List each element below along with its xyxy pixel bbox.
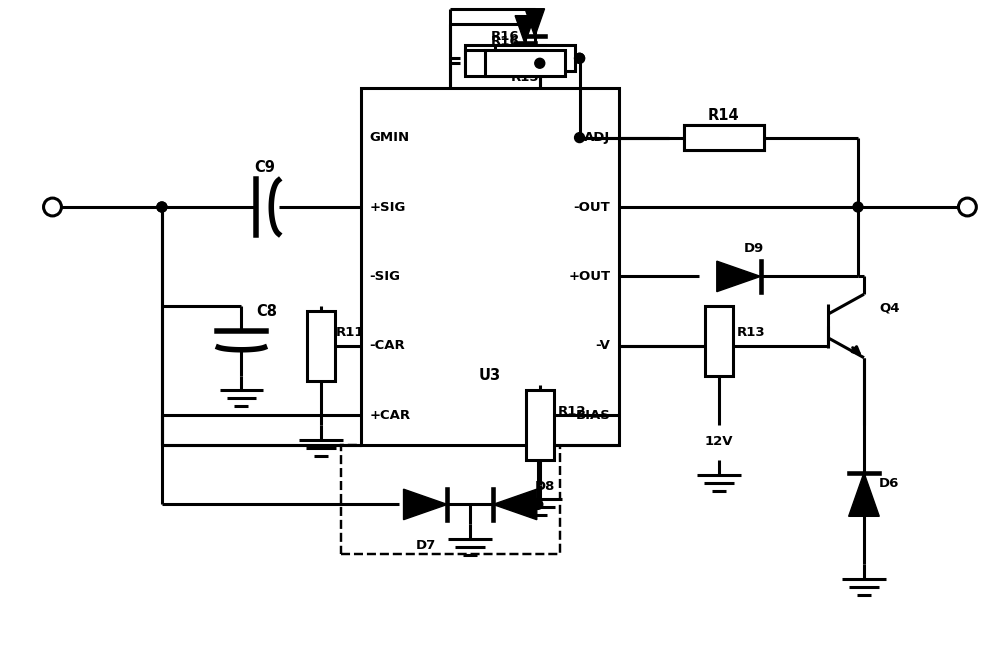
- Bar: [485, 50, 565, 76]
- Bar: [465, 50, 545, 76]
- Bar: [705, 306, 733, 375]
- Text: D6: D6: [879, 477, 899, 490]
- Bar: [341, 445, 560, 554]
- Circle shape: [535, 58, 545, 68]
- Polygon shape: [493, 489, 537, 519]
- Polygon shape: [404, 489, 447, 519]
- Text: D8: D8: [535, 479, 555, 492]
- Circle shape: [575, 54, 585, 63]
- Text: R15: R15: [521, 68, 549, 81]
- Text: -V: -V: [596, 339, 610, 352]
- Circle shape: [157, 202, 167, 212]
- Text: GMIN: GMIN: [370, 131, 410, 144]
- Text: D7: D7: [415, 539, 436, 552]
- Text: R11: R11: [336, 326, 364, 339]
- Text: R16: R16: [491, 36, 519, 48]
- Bar: [684, 125, 764, 151]
- Polygon shape: [525, 9, 545, 36]
- Text: +OUT: +OUT: [568, 270, 610, 283]
- Text: D9: D9: [743, 242, 764, 255]
- Text: C8: C8: [256, 304, 277, 319]
- Text: -OUT: -OUT: [574, 200, 610, 214]
- Text: -CAR: -CAR: [370, 339, 405, 352]
- Polygon shape: [849, 473, 879, 516]
- Text: ADJ: ADJ: [584, 131, 610, 144]
- Text: +SIG: +SIG: [370, 200, 406, 214]
- Text: 12V: 12V: [705, 435, 733, 448]
- Text: R14: R14: [708, 108, 740, 123]
- Polygon shape: [515, 16, 535, 43]
- Text: U3: U3: [479, 368, 501, 383]
- Bar: [684, 125, 764, 151]
- Bar: [307, 311, 335, 380]
- Text: -SIG: -SIG: [370, 270, 401, 283]
- Circle shape: [575, 54, 585, 63]
- Text: R16: R16: [491, 30, 519, 43]
- Circle shape: [44, 198, 61, 216]
- Text: R12: R12: [558, 405, 586, 418]
- Bar: [526, 390, 554, 460]
- Bar: [495, 45, 575, 71]
- Circle shape: [533, 499, 543, 510]
- Bar: [465, 45, 545, 71]
- Text: +CAR: +CAR: [370, 409, 411, 422]
- Bar: [361, 88, 619, 445]
- Text: Q4: Q4: [879, 301, 899, 314]
- Text: BIAS: BIAS: [576, 409, 610, 422]
- Circle shape: [157, 202, 167, 212]
- Text: R15: R15: [511, 71, 539, 84]
- Text: R13: R13: [737, 326, 765, 339]
- Circle shape: [958, 198, 976, 216]
- Circle shape: [853, 202, 863, 212]
- Text: C9: C9: [254, 160, 275, 175]
- Polygon shape: [717, 261, 761, 292]
- Circle shape: [575, 132, 585, 143]
